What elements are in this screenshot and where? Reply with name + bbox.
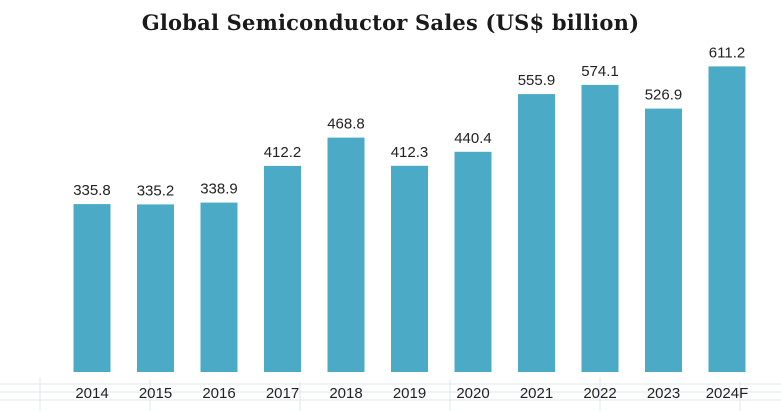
bar-value-label: 611.2 [709, 44, 745, 61]
bar-2014 [73, 204, 111, 372]
value-labels-group: 335.8 335.2 338.9 412.2 468.8 412.3 440.4 555.9… [73, 44, 745, 199]
bars-group [73, 66, 746, 373]
bar-value-label: 412.3 [391, 144, 429, 161]
x-tick-label: 2015 [139, 385, 172, 402]
x-tick-label: 2017 [266, 385, 299, 402]
bar-value-label: 468.8 [327, 116, 365, 133]
bar-value-label: 412.2 [264, 144, 302, 161]
x-tick-label: 2018 [329, 385, 362, 402]
chart-title: Global Semiconductor Sales (US$ billion) [141, 10, 640, 35]
bar-2017 [264, 165, 301, 372]
x-tick-label: 2024F [706, 385, 749, 402]
bar-value-label: 335.8 [73, 182, 111, 199]
bar-value-label: 335.2 [137, 182, 175, 199]
bar-value-label: 574.1 [581, 63, 619, 80]
x-tick-label: 2016 [202, 385, 235, 402]
x-tick-label: 2021 [520, 385, 553, 402]
bar-value-label: 440.4 [454, 130, 492, 147]
bar-value-label: 555.9 [518, 72, 556, 89]
bar-value-label: 526.9 [645, 87, 683, 104]
bar-2022 [581, 84, 619, 373]
bar-2015 [137, 204, 174, 372]
circuit-background-decoration [0, 378, 781, 411]
bar-2023 [645, 108, 682, 372]
bar-2016 [200, 202, 238, 372]
x-axis-tick-labels: 2014 2015 2016 2017 2018 2019 2020 2021 2022 2023… [75, 385, 748, 402]
bar-2021 [518, 94, 555, 372]
x-tick-label: 2019 [393, 385, 426, 402]
x-tick-label: 2022 [583, 385, 616, 402]
bar-2020 [454, 151, 492, 372]
x-tick-label: 2014 [75, 385, 108, 402]
bar-value-label: 338.9 [200, 181, 238, 198]
bar-2024F [708, 66, 746, 373]
x-tick-label: 2020 [456, 385, 489, 402]
bar-2019 [391, 165, 428, 372]
bar-2018 [327, 137, 365, 372]
x-tick-label: 2023 [647, 385, 680, 402]
